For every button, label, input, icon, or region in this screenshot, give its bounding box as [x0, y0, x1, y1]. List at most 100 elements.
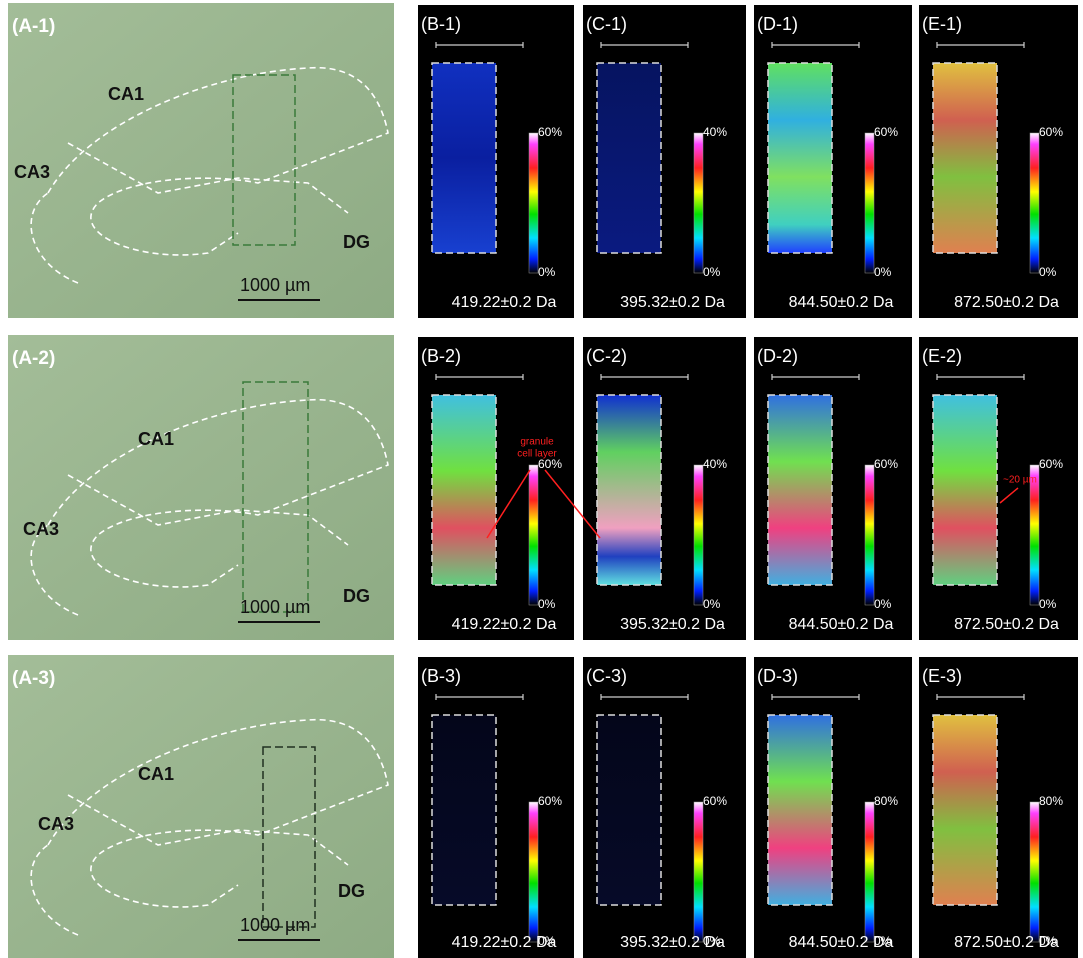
mass-label: 844.50±0.2 Da	[789, 294, 894, 311]
panel-label: (B-3)	[421, 666, 461, 686]
panel-label: (E-2)	[922, 346, 962, 366]
panel-label: (C-3)	[586, 666, 627, 686]
panel-label: (B-2)	[421, 346, 461, 366]
scale-bar-label: 1000 µm	[240, 915, 310, 935]
ion-image	[933, 63, 997, 253]
panel-label: (B-1)	[421, 14, 461, 34]
color-bar	[865, 802, 874, 942]
panel-label: (C-1)	[586, 14, 627, 34]
ms-image-panel: (B-1) 60% 0% 419.22±0.2 Da	[418, 5, 574, 318]
ion-image	[933, 395, 997, 585]
region-label: CA1	[138, 764, 174, 784]
color-bar-max: 60%	[538, 794, 562, 808]
ion-image	[597, 395, 661, 585]
color-bar-max: 60%	[538, 125, 562, 139]
ms-image-panel: (B-2)60%0%419.22±0.2 Da	[418, 337, 574, 640]
figure: (A-1) CA1 CA3 DG 1000 µm (B-1) 60% 0% 419.22±0.2…	[0, 0, 1083, 958]
panel-label: (D-1)	[757, 14, 798, 34]
histology-image	[8, 655, 394, 958]
color-bar	[1030, 802, 1039, 942]
region-label: DG	[338, 881, 365, 901]
mass-label: 872.50±0.2 Da	[954, 934, 1059, 951]
mass-label: 844.50±0.2 Da	[789, 616, 894, 633]
color-bar	[1030, 465, 1039, 605]
ms-image-panel: (E-3)80%0%872.50±0.2 Da	[919, 657, 1078, 958]
scale-bar-label: 1000 µm	[240, 275, 310, 295]
mass-label: 395.32±0.2 Da	[620, 934, 725, 951]
ion-image	[768, 395, 832, 585]
panel-label: (A-2)	[12, 348, 55, 369]
color-bar-max: 80%	[1039, 794, 1063, 808]
color-bar-max: 60%	[874, 125, 898, 139]
mass-label: 844.50±0.2 Da	[789, 934, 894, 951]
color-bar-min: 0%	[538, 597, 556, 611]
panel-label: (D-2)	[757, 346, 798, 366]
region-label: DG	[343, 586, 370, 606]
color-bar-max: 40%	[703, 125, 727, 139]
color-bar	[694, 133, 703, 273]
color-bar-max: 60%	[1039, 457, 1063, 471]
color-bar-min: 0%	[538, 265, 556, 279]
region-label: CA1	[138, 429, 174, 449]
ion-image	[768, 715, 832, 905]
annotation-text: cell layer	[517, 449, 557, 460]
mass-label: 872.50±0.2 Da	[954, 294, 1059, 311]
ion-image	[933, 715, 997, 905]
panel-label: (C-2)	[586, 346, 627, 366]
panel-label: (A-3)	[12, 668, 55, 689]
color-bar-min: 0%	[703, 597, 721, 611]
histology-panel: (A-2) CA1 CA3 DG 1000 µm	[8, 335, 394, 640]
color-bar-max: 40%	[703, 457, 727, 471]
region-label: CA3	[14, 162, 50, 182]
ms-image-panel: (E-2) 60% 0% 872.50±0.2 Da	[919, 337, 1078, 640]
mass-label: 395.32±0.2 Da	[620, 294, 725, 311]
annotation-text: ~20 µm	[1003, 475, 1037, 486]
panel-label: (E-1)	[922, 14, 962, 34]
scale-bar-label: 1000 µm	[240, 597, 310, 617]
mass-label: 395.32±0.2 Da	[620, 616, 725, 633]
ms-image-panel: (D-1) 60% 0% 844.50±0.2 Da	[754, 5, 912, 318]
ion-image	[768, 63, 832, 253]
color-bar-min: 0%	[703, 265, 721, 279]
color-bar-min: 0%	[874, 265, 892, 279]
ms-image-panel: (B-3)60%0%419.22±0.2 Da	[418, 657, 574, 958]
region-label: CA3	[23, 519, 59, 539]
ms-image-panel: (C-1) 40% 0% 395.32±0.2 Da	[583, 5, 746, 318]
color-bar-min: 0%	[874, 597, 892, 611]
color-bar-max: 60%	[703, 794, 727, 808]
panel-label: (E-3)	[922, 666, 962, 686]
histology-panel: (A-3) CA1 CA3 DG 1000 µm	[8, 655, 394, 958]
ion-image	[432, 715, 496, 905]
color-bar-max: 60%	[874, 457, 898, 471]
ion-image	[597, 63, 661, 253]
histology-image	[8, 3, 394, 318]
color-bar	[694, 802, 703, 942]
region-label: CA1	[108, 84, 144, 104]
color-bar	[1030, 133, 1039, 273]
color-bar	[529, 802, 538, 942]
mass-label: 419.22±0.2 Da	[452, 934, 557, 951]
mass-label: 872.50±0.2 Da	[954, 616, 1059, 633]
ms-image-panel: (D-2) 60% 0% 844.50±0.2 Da	[754, 337, 912, 640]
color-bar	[694, 465, 703, 605]
annotation-text: granule	[520, 437, 554, 448]
panel-label: (A-1)	[12, 16, 55, 37]
ion-image	[432, 395, 496, 585]
color-bar	[865, 133, 874, 273]
region-label: DG	[343, 232, 370, 252]
color-bar	[529, 133, 538, 273]
region-label: CA3	[38, 814, 74, 834]
ion-image	[597, 715, 661, 905]
color-bar-max: 80%	[874, 794, 898, 808]
color-bar-max: 60%	[1039, 125, 1063, 139]
color-bar	[865, 465, 874, 605]
mass-label: 419.22±0.2 Da	[452, 294, 557, 311]
ms-image-panel: (C-2) 40% 0% 395.32±0.2 Da	[583, 337, 746, 640]
mass-label: 419.22±0.2 Da	[452, 616, 557, 633]
ion-image	[432, 63, 496, 253]
color-bar	[529, 465, 538, 605]
histology-image	[8, 335, 394, 640]
ms-image-panel: (D-3)80%0%844.50±0.2 Da	[754, 657, 912, 958]
ms-image-panel: (E-1)60%0%872.50±0.2 Da	[919, 5, 1078, 318]
color-bar-min: 0%	[1039, 597, 1057, 611]
